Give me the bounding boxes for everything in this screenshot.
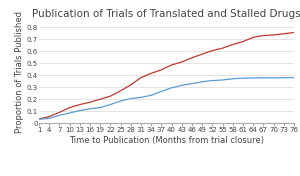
Trials of Translated Drugs (98, 98, 102, 100)
Trials of Translated Drugs (200, 53, 204, 55)
Trials of Stalled Drugs (180, 84, 184, 86)
Trials of Stalled Drugs (68, 112, 71, 114)
Trials of Stalled Drugs (119, 100, 122, 102)
Trials of Translated Drugs (68, 106, 71, 109)
Trials of Stalled Drugs (47, 117, 51, 120)
Trials of Translated Drugs (282, 33, 286, 35)
Trials of Stalled Drugs (170, 87, 173, 89)
Trials of Translated Drugs (221, 47, 224, 49)
Trials of Translated Drugs (241, 40, 245, 43)
Trials of Stalled Drugs (98, 106, 102, 109)
Trials of Stalled Drugs (37, 118, 41, 120)
Trials of Translated Drugs (149, 72, 153, 74)
Trials of Translated Drugs (170, 64, 173, 66)
Trials of Stalled Drugs (231, 78, 235, 80)
Trials of Translated Drugs (139, 77, 143, 79)
Trials of Stalled Drugs (221, 79, 224, 81)
Y-axis label: Proportion of Trials Published: Proportion of Trials Published (15, 11, 24, 133)
Trials of Stalled Drugs (160, 90, 163, 92)
Line: Trials of Translated Drugs: Trials of Translated Drugs (39, 33, 294, 119)
Trials of Translated Drugs (88, 101, 92, 103)
Trials of Translated Drugs (160, 69, 163, 71)
Trials of Stalled Drugs (109, 103, 112, 106)
Trials of Stalled Drugs (129, 98, 133, 100)
X-axis label: Time to Publication (Months from trial closure): Time to Publication (Months from trial c… (69, 136, 264, 145)
Trials of Stalled Drugs (241, 77, 245, 79)
Trials of Stalled Drugs (58, 114, 61, 117)
Trials of Translated Drugs (231, 43, 235, 46)
Trials of Stalled Drugs (139, 96, 143, 98)
Trials of Translated Drugs (119, 90, 122, 92)
Trials of Stalled Drugs (78, 109, 82, 112)
Trials of Translated Drugs (292, 32, 296, 34)
Line: Trials of Stalled Drugs: Trials of Stalled Drugs (39, 78, 294, 119)
Trials of Stalled Drugs (190, 83, 194, 85)
Trials of Translated Drugs (37, 118, 41, 120)
Trials of Stalled Drugs (200, 81, 204, 83)
Trials of Translated Drugs (262, 34, 265, 37)
Trials of Translated Drugs (211, 49, 214, 52)
Trials of Translated Drugs (272, 34, 275, 36)
Trials of Translated Drugs (109, 95, 112, 97)
Trials of Stalled Drugs (149, 94, 153, 96)
Trials of Translated Drugs (129, 84, 133, 86)
Trials of Stalled Drugs (251, 77, 255, 79)
Trials of Stalled Drugs (262, 77, 265, 79)
Trials of Stalled Drugs (211, 80, 214, 82)
Title: Publication of Trials of Translated and Stalled Drugs: Publication of Trials of Translated and … (32, 9, 300, 19)
Trials of Stalled Drugs (282, 77, 286, 79)
Trials of Translated Drugs (251, 36, 255, 38)
Trials of Translated Drugs (58, 111, 61, 114)
Trials of Translated Drugs (47, 115, 51, 118)
Trials of Translated Drugs (190, 57, 194, 59)
Trials of Stalled Drugs (272, 77, 275, 79)
Trials of Stalled Drugs (88, 108, 92, 110)
Trials of Translated Drugs (78, 103, 82, 106)
Trials of Translated Drugs (180, 61, 184, 63)
Trials of Stalled Drugs (292, 77, 296, 79)
